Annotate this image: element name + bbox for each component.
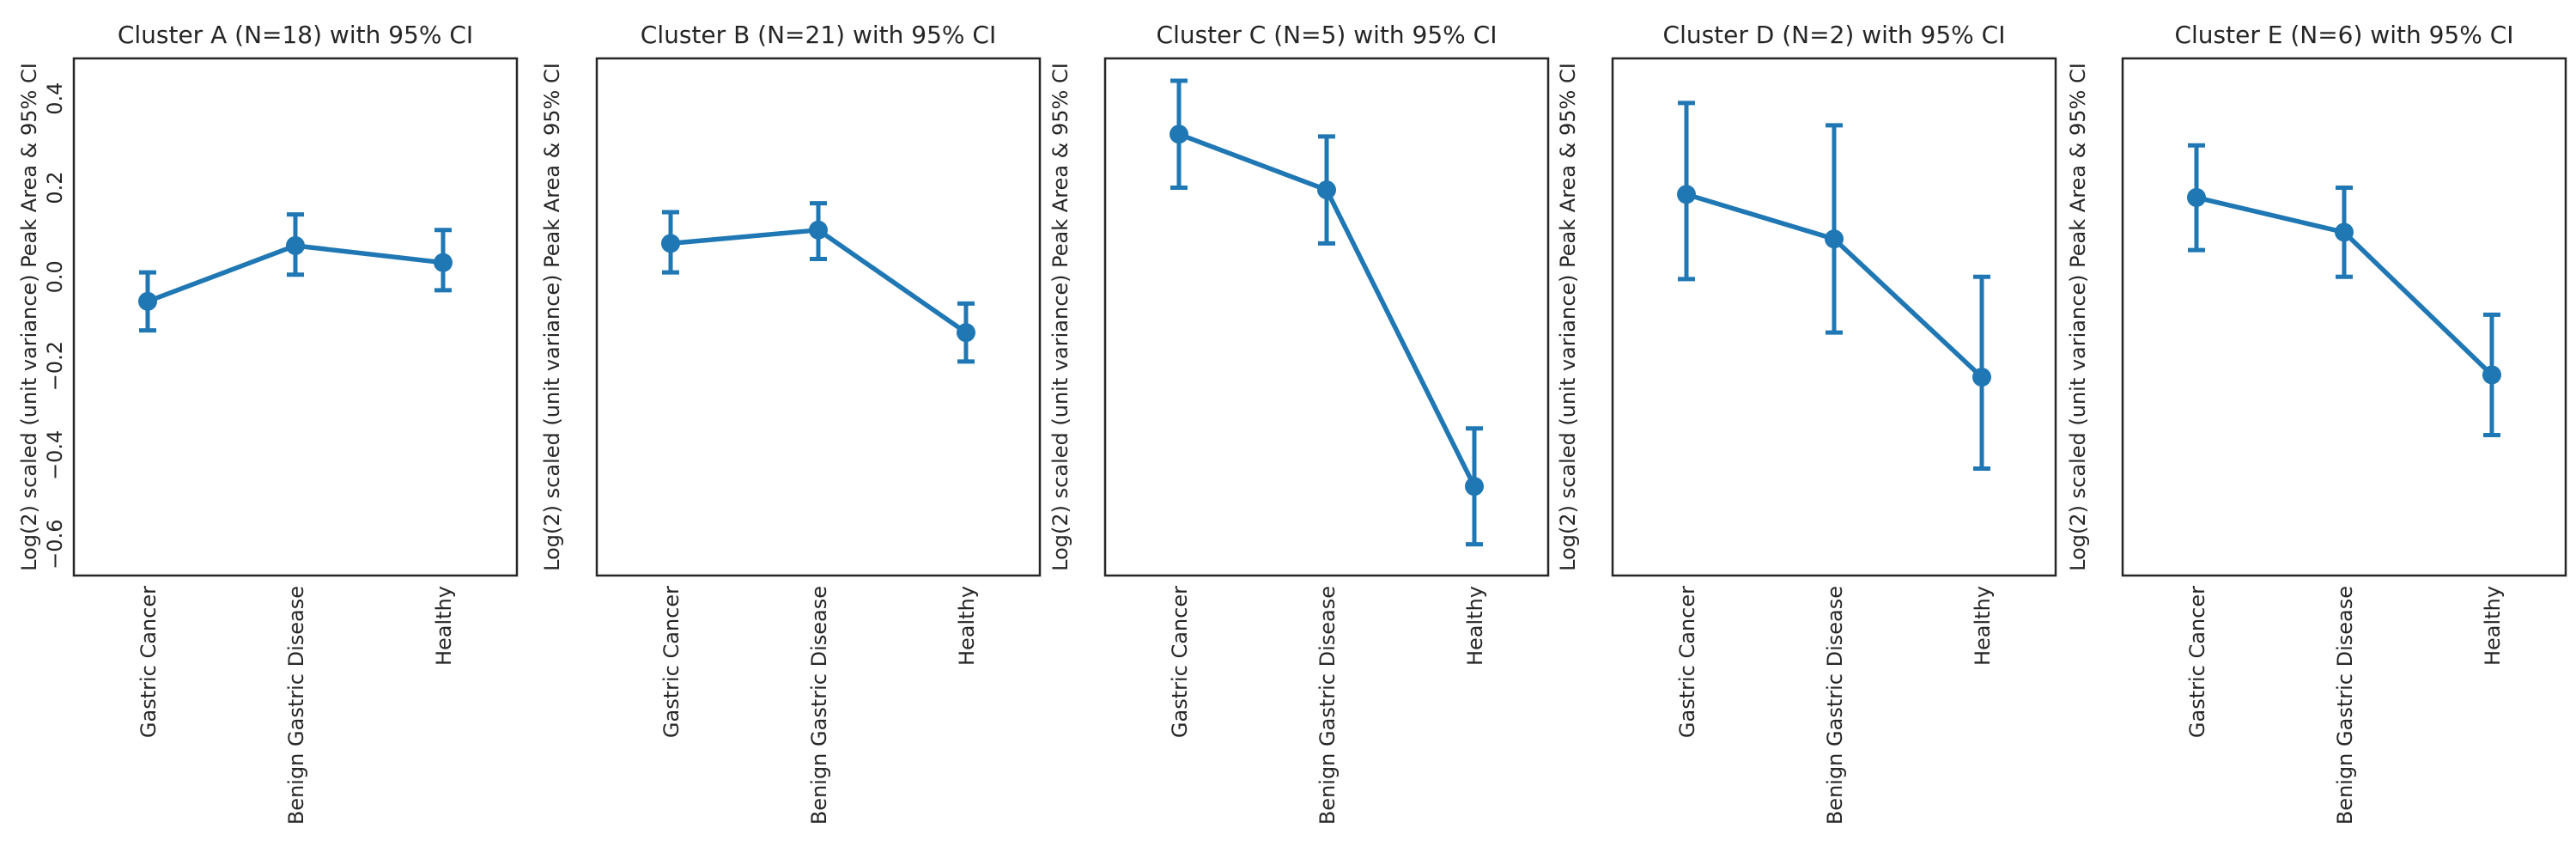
x-tick-label: Benign Gastric Disease [1315, 586, 1340, 825]
panel-3-title: Cluster C (N=5) with 95% CI [1157, 21, 1498, 49]
panel-5-title: Cluster E (N=6) with 95% CI [2174, 21, 2513, 49]
x-tick-label: Benign Gastric Disease [1823, 586, 1847, 825]
panel-1-point [434, 253, 453, 272]
panel-1-point [138, 291, 157, 311]
panel-2-title: Cluster B (N=21) with 95% CI [641, 21, 996, 49]
panel-5-point [2187, 187, 2206, 207]
y-tick-label: 0.0 [43, 260, 67, 293]
panel-2-frame [595, 57, 1042, 577]
panel-4-ylabel: Log(2) scaled (unit variance) Peak Area … [1556, 63, 1580, 571]
panel-4-point [1825, 229, 1844, 249]
panel-2-point [957, 323, 975, 343]
panel-1-title: Cluster A (N=18) with 95% CI [118, 21, 473, 49]
panel-5-point [2482, 365, 2501, 385]
panel-2-ylabel: Log(2) scaled (unit variance) Peak Area … [540, 63, 564, 571]
panel-5-point [2335, 222, 2354, 242]
panel-4-title: Cluster D (N=2) with 95% CI [1663, 21, 2006, 49]
y-tick-label: 0.2 [43, 171, 67, 204]
x-tick-label: Healthy [2481, 586, 2505, 666]
x-tick-label: Gastric Cancer [137, 586, 161, 738]
y-tick-label: 0.4 [43, 82, 67, 115]
panel-3-point [1465, 477, 1484, 497]
x-tick-label: Healthy [432, 586, 456, 666]
x-tick-label: Healthy [955, 586, 979, 666]
x-tick-label: Benign Gastric Disease [284, 586, 308, 825]
y-tick-label: −0.4 [43, 430, 67, 480]
x-tick-label: Benign Gastric Disease [2333, 586, 2357, 825]
panel-2-point [809, 220, 828, 240]
x-tick-label: Gastric Cancer [1168, 586, 1192, 738]
x-tick-label: Healthy [1463, 586, 1487, 666]
x-tick-label: Healthy [1971, 586, 1995, 666]
x-tick-label: Gastric Cancer [2185, 586, 2209, 738]
panel-3-point [1317, 180, 1336, 200]
x-tick-label: Gastric Cancer [1675, 586, 1699, 738]
panel-3-ylabel: Log(2) scaled (unit variance) Peak Area … [1048, 63, 1072, 571]
x-tick-label: Benign Gastric Disease [807, 586, 831, 825]
panel-4-point [1677, 185, 1696, 204]
y-tick-label: −0.2 [43, 341, 67, 391]
y-tick-label: −0.6 [43, 520, 67, 570]
panel-2-point [661, 234, 680, 253]
panel-4-frame [1611, 57, 2057, 577]
panel-4-point [1972, 368, 1991, 387]
panel-1-point [286, 235, 305, 255]
x-tick-label: Gastric Cancer [659, 586, 683, 738]
panel-5-ylabel: Log(2) scaled (unit variance) Peak Area … [2066, 63, 2090, 571]
panel-5-frame [2121, 57, 2567, 577]
panel-3-point [1170, 125, 1188, 144]
panel-3-frame [1103, 57, 1550, 577]
panel-1-ylabel: Log(2) scaled (unit variance) Peak Area … [17, 63, 41, 571]
panel-1-frame [72, 57, 519, 577]
